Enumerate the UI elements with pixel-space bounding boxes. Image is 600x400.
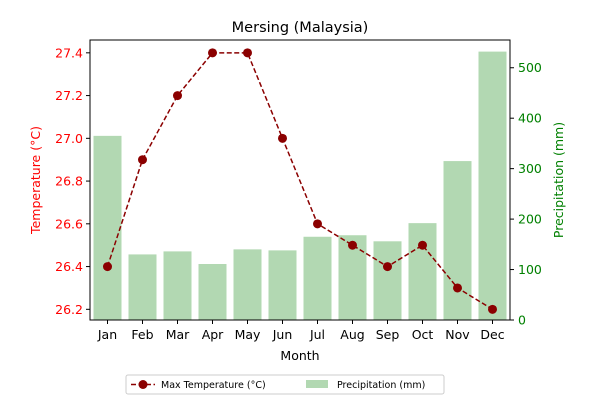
plot-frame (89, 39, 511, 321)
temperature-point-jan (103, 262, 112, 272)
precipitation-bar-jul (303, 236, 332, 320)
x-axis-ticks: Jan Feb Mar Apr May Jun Jul Aug Sep Oct Nov Dec (97, 320, 505, 342)
temperature-point-feb (138, 155, 147, 165)
x-tick-label: Mar (166, 327, 190, 342)
y-right-tick-label: 300 (518, 161, 542, 176)
temperature-point-jun (278, 133, 287, 143)
y-left-tick-label: 27.2 (55, 88, 83, 103)
precipitation-bar-oct (408, 223, 437, 320)
x-tick-label: May (235, 327, 261, 342)
y-left-tick-label: 27.0 (55, 131, 83, 146)
precipitation-bar-jun (268, 250, 297, 320)
temperature-point-may (243, 48, 252, 58)
y-right-tick-label: 0 (518, 313, 526, 328)
x-tick-label: Aug (340, 327, 364, 342)
y-left-axis-label: Temperature (°C) (28, 126, 43, 235)
precipitation-bar-nov (443, 161, 472, 320)
precipitation-bar-sep (373, 241, 402, 320)
temperature-point-sep (383, 262, 392, 272)
legend-frame (125, 374, 445, 395)
legend-bar-swatch (306, 380, 328, 388)
y-left-tick-label: 27.4 (55, 45, 83, 60)
x-tick-label: Jan (97, 327, 117, 342)
temperature-point-aug (348, 240, 357, 250)
y-right-tick-label: 100 (518, 262, 542, 277)
legend-line-marker (138, 380, 148, 389)
legend-label-temperature: Max Temperature (°C) (161, 380, 266, 391)
precipitation-bars (93, 51, 507, 320)
x-axis-label: Month (280, 348, 319, 363)
temperature-point-apr (208, 48, 217, 58)
x-tick-label: Oct (412, 327, 434, 342)
temperature-point-mar (173, 91, 182, 101)
y-left-axis-ticks: 26.2 26.4 26.6 26.8 27.0 27.2 27.4 (55, 45, 90, 317)
legend-label-precipitation: Precipitation (mm) (337, 380, 425, 391)
temperature-line-layer (103, 48, 497, 314)
y-left-tick-label: 26.2 (55, 302, 83, 317)
x-tick-label: Jun (272, 327, 293, 342)
temperature-point-oct (418, 240, 427, 250)
legend: Max Temperature (°C) Precipitation (mm) (125, 374, 445, 395)
temperature-point-nov (453, 283, 462, 293)
y-right-tick-label: 200 (518, 212, 542, 227)
y-left-tick-label: 26.6 (55, 216, 83, 231)
precipitation-bar-dec (478, 51, 507, 320)
y-left-tick-label: 26.8 (55, 174, 83, 189)
y-right-axis-ticks: 0 100 200 300 400 500 (510, 60, 542, 328)
y-right-tick-label: 500 (518, 60, 542, 75)
precipitation-bar-may (233, 249, 262, 320)
precipitation-bar-feb (128, 254, 157, 320)
precipitation-bar-apr (198, 264, 227, 320)
y-right-axis-label: Precipitation (mm) (551, 122, 566, 238)
x-tick-label: Dec (480, 327, 504, 342)
y-left-tick-label: 26.4 (55, 259, 83, 274)
precipitation-bar-jan (93, 135, 122, 320)
chart-title: Mersing (Malaysia) (232, 20, 369, 36)
temperature-point-jul (313, 219, 322, 229)
x-tick-label: Apr (202, 327, 224, 342)
y-right-tick-label: 400 (518, 111, 542, 126)
x-tick-label: Nov (445, 327, 470, 342)
precipitation-bar-mar (163, 251, 192, 320)
x-tick-label: Feb (131, 327, 153, 342)
x-tick-label: Sep (376, 327, 400, 342)
temperature-point-dec (488, 304, 497, 314)
x-tick-label: Jul (309, 327, 325, 342)
temperature-line (106, 52, 493, 310)
